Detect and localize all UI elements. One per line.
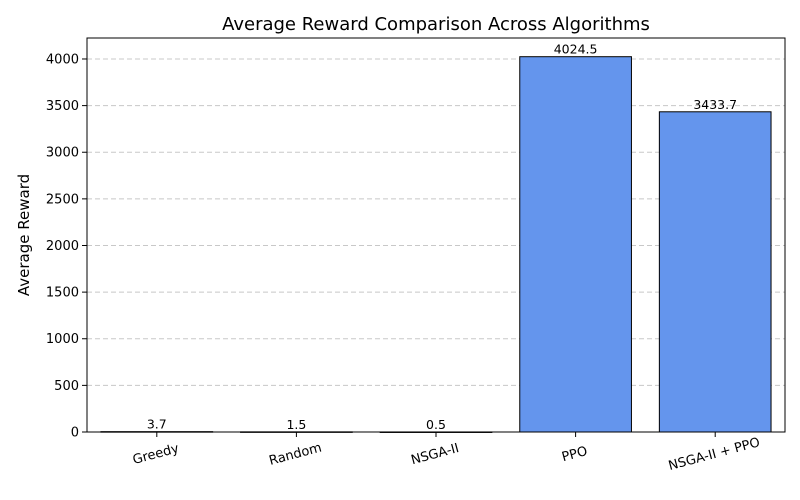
data-label: 0.5 — [426, 417, 446, 432]
y-tick-label: 1000 — [46, 332, 79, 347]
data-label: 4024.5 — [554, 42, 598, 57]
y-axis-ticks: 0 500 1000 1500 2000 2500 3000 3500 4000 — [46, 52, 87, 441]
x-tick-label: NSGA-II — [409, 441, 460, 468]
bars — [100, 56, 772, 433]
x-axis-ticks: Greedy Random NSGA-II PPO NSGA-II + PPO — [131, 432, 762, 474]
y-axis-label: Average Reward — [15, 174, 33, 296]
x-tick-label: Greedy — [131, 441, 181, 468]
x-tick-label: Random — [268, 440, 324, 468]
y-tick-label: 3000 — [46, 146, 79, 161]
data-label: 3.7 — [147, 417, 167, 432]
y-tick-label: 500 — [54, 379, 79, 394]
y-tick-label: 0 — [71, 426, 79, 441]
y-tick-label: 1500 — [46, 286, 79, 301]
grid-lines — [87, 58, 785, 386]
chart-title: Average Reward Comparison Across Algorit… — [222, 14, 650, 35]
data-label: 1.5 — [286, 417, 306, 432]
x-tick-label: PPO — [560, 444, 589, 465]
y-tick-label: 4000 — [46, 52, 79, 67]
y-tick-label: 2500 — [46, 192, 79, 207]
x-tick-label: NSGA-II + PPO — [667, 435, 762, 474]
bar-ppo — [519, 56, 632, 433]
bar-nsga-ii-ppo — [658, 111, 772, 433]
y-tick-label: 2000 — [46, 239, 79, 254]
y-tick-label: 3500 — [46, 99, 79, 114]
data-labels: 3.7 1.5 0.5 4024.5 3433.7 — [147, 42, 737, 432]
data-label: 3433.7 — [693, 97, 737, 112]
